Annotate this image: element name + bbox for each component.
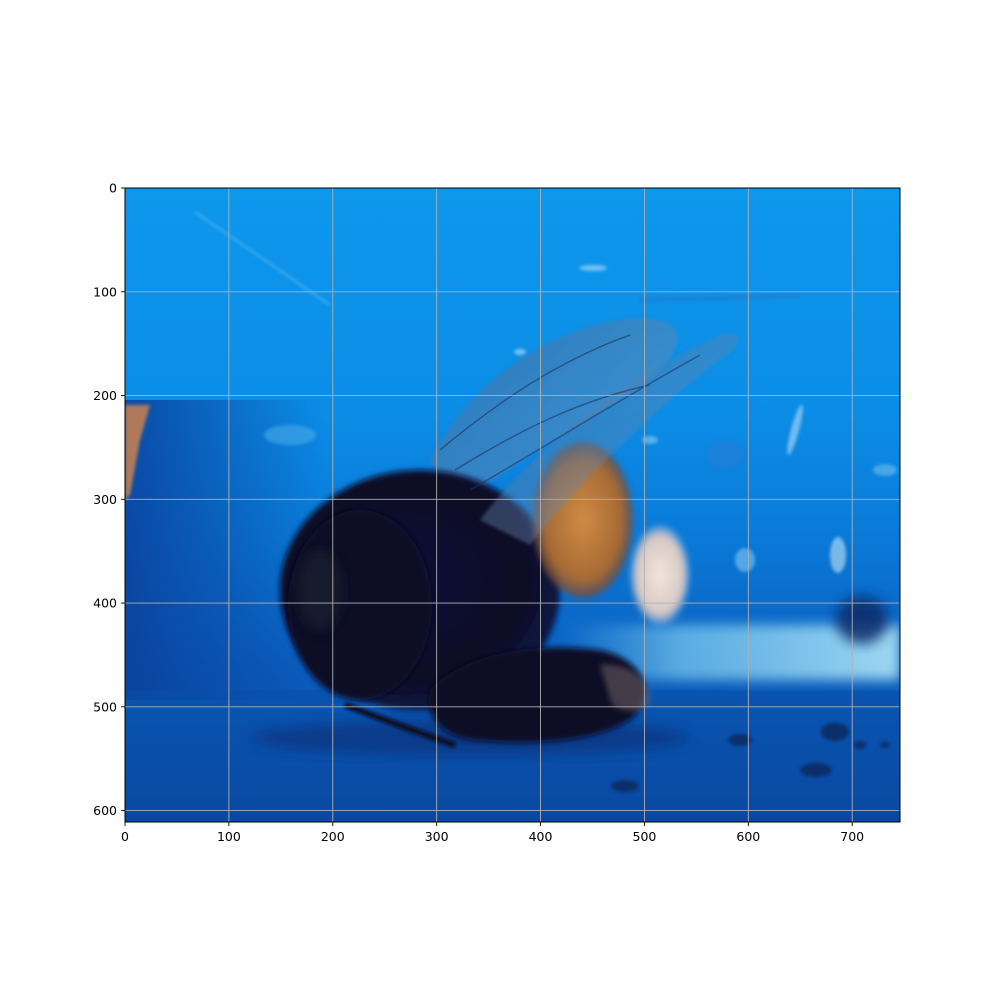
wing-front [480,333,739,545]
y-tick-label-5: 500 [93,699,117,714]
y-tick-label-2: 200 [93,388,117,403]
y-tick-label-0: 0 [109,181,117,196]
wing-back [430,318,678,505]
x-tick-label-2: 200 [321,829,345,844]
photo [125,188,900,822]
bee-legs [429,647,645,743]
x-axis: 0 100 200 300 400 500 600 700 [121,822,864,844]
x-tick-label-7: 700 [840,829,864,844]
y-tick-label-1: 100 [93,284,117,299]
x-tick-label-5: 500 [633,829,657,844]
x-tick-label-1: 100 [217,829,241,844]
left-edge-object [125,405,150,500]
x-tick-label-6: 600 [736,829,760,844]
x-tick-label-0: 0 [121,829,129,844]
axes-frame [124,187,901,823]
bee-white-tail [630,525,690,625]
y-tick-label-6: 600 [93,803,117,818]
x-tick-label-3: 300 [425,829,449,844]
bumblebee [250,318,739,756]
pebbles [611,723,890,792]
y-tick-label-3: 300 [93,492,117,507]
surface-texture [194,211,897,573]
x-tick-label-4: 400 [529,829,553,844]
y-axis: 0 100 200 300 400 500 600 [93,181,125,818]
y-tick-label-4: 400 [93,596,117,611]
blurred-dark-spot [836,596,888,644]
